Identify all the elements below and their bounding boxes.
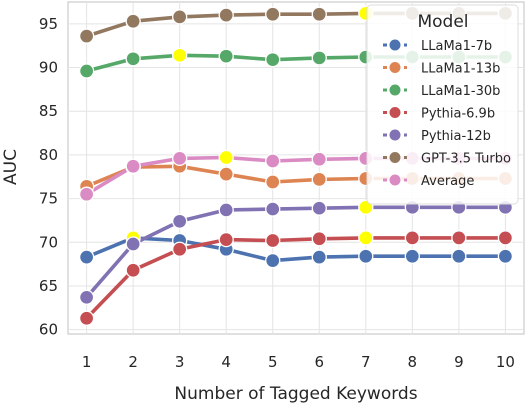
legend-label: Average bbox=[421, 174, 474, 189]
y-axis-label: AUC bbox=[1, 149, 21, 185]
data-point bbox=[78, 63, 95, 79]
highlighted-data-point bbox=[218, 149, 234, 166]
highlighted-data-point bbox=[358, 230, 374, 246]
legend-label: Pythia-12b bbox=[421, 129, 491, 144]
legend-items: LLaMa1-7b LLaMa1-13b LLaMa1-30b Pythia-6.9b… bbox=[383, 38, 511, 189]
data-point bbox=[78, 28, 95, 44]
data-point bbox=[358, 248, 374, 264]
data-point bbox=[265, 52, 281, 68]
y-tick-labels: 60 65 70 75 80 85 90 95 bbox=[39, 15, 58, 339]
legend-marker bbox=[388, 61, 402, 74]
y-tick-label: 80 bbox=[39, 146, 58, 164]
data-point bbox=[172, 213, 188, 229]
data-point bbox=[497, 230, 514, 246]
legend-label: Pythia-6.9b bbox=[421, 107, 495, 122]
x-axis-label: Number of Tagged Keywords bbox=[174, 384, 417, 404]
y-tick-label: 90 bbox=[39, 59, 58, 77]
x-tick-label: 7 bbox=[361, 353, 371, 371]
data-point bbox=[78, 310, 95, 326]
data-point bbox=[218, 231, 234, 248]
data-point bbox=[218, 48, 234, 64]
data-point bbox=[172, 150, 188, 167]
data-point bbox=[172, 241, 188, 257]
data-point bbox=[125, 262, 141, 278]
data-point bbox=[265, 201, 281, 217]
x-tick-label: 8 bbox=[408, 353, 418, 371]
legend-marker bbox=[388, 128, 402, 142]
series-line bbox=[85, 236, 506, 320]
data-point bbox=[265, 6, 281, 22]
y-tick-label: 75 bbox=[39, 190, 58, 208]
y-tick-label: 95 bbox=[39, 15, 58, 33]
data-point bbox=[265, 174, 281, 190]
legend-label: GPT-3.5 Turbo bbox=[421, 152, 511, 167]
data-point bbox=[311, 249, 327, 265]
data-point bbox=[78, 289, 95, 305]
x-tick-label: 9 bbox=[454, 353, 464, 371]
legend-marker bbox=[388, 173, 402, 187]
x-tick-labels: 1 2 3 4 5 6 7 8 9 10 bbox=[82, 353, 515, 371]
data-point bbox=[125, 51, 141, 67]
data-point bbox=[218, 202, 234, 218]
data-point bbox=[125, 13, 141, 29]
data-point bbox=[311, 231, 327, 247]
data-point bbox=[265, 153, 281, 169]
data-point bbox=[78, 186, 95, 202]
data-point bbox=[125, 158, 141, 174]
y-tick-label: 65 bbox=[39, 277, 58, 295]
data-point bbox=[451, 248, 467, 264]
legend-box bbox=[366, 4, 519, 205]
x-tick-label: 4 bbox=[221, 353, 231, 371]
x-tick-label: 1 bbox=[82, 353, 92, 371]
series-line bbox=[85, 236, 506, 263]
y-tick-label: 85 bbox=[39, 102, 58, 120]
data-point bbox=[311, 200, 327, 216]
data-point bbox=[497, 248, 514, 264]
data-point bbox=[78, 249, 95, 265]
data-point bbox=[311, 151, 327, 167]
data-point bbox=[218, 7, 234, 23]
y-tick-label: 70 bbox=[39, 233, 58, 251]
legend-title: Model bbox=[417, 12, 468, 32]
data-point bbox=[125, 236, 141, 252]
data-point bbox=[451, 230, 467, 246]
x-tick-label: 2 bbox=[128, 353, 138, 371]
legend-label: LLaMa1-7b bbox=[421, 39, 492, 54]
data-point bbox=[404, 230, 420, 246]
data-point bbox=[311, 50, 327, 66]
legend-marker bbox=[388, 151, 402, 164]
data-point bbox=[404, 248, 420, 264]
data-point bbox=[172, 9, 188, 25]
data-point bbox=[265, 252, 281, 269]
legend: Model LLaMa1-7b LLaMa1-13b LLaMa1-30b Pythi… bbox=[366, 4, 519, 205]
highlighted-data-point bbox=[172, 47, 188, 63]
x-tick-label: 3 bbox=[175, 353, 185, 371]
data-point bbox=[311, 6, 327, 22]
x-tick-label: 6 bbox=[314, 353, 324, 371]
x-tick-label: 5 bbox=[268, 353, 278, 371]
data-point bbox=[265, 232, 281, 249]
legend-marker bbox=[388, 83, 402, 97]
legend-label: LLaMa1-13b bbox=[421, 62, 500, 77]
data-point bbox=[311, 171, 327, 188]
series-line bbox=[85, 205, 506, 299]
y-tick-label: 60 bbox=[39, 321, 58, 339]
legend-marker bbox=[388, 106, 402, 119]
x-tick-label: 10 bbox=[496, 353, 515, 371]
legend-marker bbox=[388, 38, 402, 52]
legend-label: LLaMa1-30b bbox=[421, 84, 500, 99]
data-point bbox=[218, 166, 234, 182]
